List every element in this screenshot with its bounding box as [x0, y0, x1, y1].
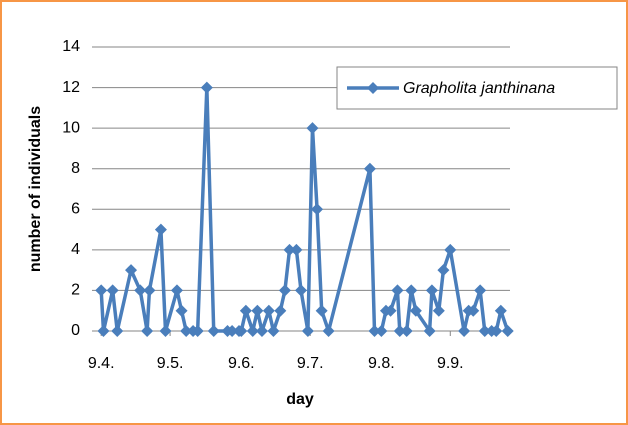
data-point [255, 325, 268, 337]
data-point [368, 325, 381, 337]
data-point [159, 325, 172, 337]
data-point [246, 325, 259, 337]
data-point [125, 264, 138, 277]
x-tick-label: 9.4. [88, 355, 115, 372]
x-tick-label: 9.6. [228, 355, 255, 372]
data-point [235, 325, 248, 337]
data-point [200, 81, 213, 94]
data-point [154, 223, 167, 236]
data-point [278, 284, 291, 297]
y-tick-label: 10 [62, 119, 80, 136]
data-point [180, 325, 193, 337]
legend-marker [367, 82, 379, 94]
data-point [423, 325, 436, 337]
data-point [363, 162, 376, 175]
data-point [425, 284, 438, 297]
data-point [170, 284, 183, 297]
data-point [306, 122, 319, 135]
data-point [267, 325, 280, 337]
data-point [393, 325, 406, 337]
y-tick-label: 14 [62, 38, 80, 55]
data-point [290, 243, 303, 256]
legend-label: Grapholita janthinana [403, 80, 555, 97]
data-point [437, 264, 450, 277]
data-point [239, 304, 252, 317]
data-point [97, 325, 110, 337]
data-point [409, 304, 422, 317]
data-point [262, 304, 275, 317]
data-point [175, 304, 188, 317]
data-point [400, 325, 413, 337]
y-tick-label: 12 [62, 79, 80, 96]
data-point [95, 284, 108, 297]
data-point [432, 304, 445, 317]
x-axis-label: day [286, 391, 314, 408]
data-point [295, 284, 307, 297]
data-point [141, 325, 154, 337]
data-point [375, 325, 388, 337]
data-point [311, 203, 324, 216]
data-point [494, 304, 507, 317]
data-point [501, 325, 514, 337]
data-point [134, 284, 147, 297]
data-point [301, 325, 314, 337]
y-tick-label: 8 [71, 160, 80, 177]
x-tick-label: 9.8. [368, 355, 395, 372]
data-point [405, 284, 418, 297]
x-tick-label: 9.7. [297, 355, 324, 372]
data-point [106, 284, 119, 297]
data-point [444, 243, 457, 256]
data-point [458, 325, 471, 337]
data-point [251, 304, 264, 317]
data-point [274, 304, 287, 317]
data-point [467, 304, 480, 317]
data-point [207, 325, 220, 337]
y-tick-label: 4 [71, 241, 80, 258]
data-point [322, 325, 335, 337]
x-tick-label: 9.9. [437, 355, 464, 372]
data-point [478, 325, 491, 337]
y-tick-label: 0 [71, 322, 80, 339]
y-tick-label: 2 [71, 282, 80, 299]
data-point [391, 284, 404, 297]
data-point [226, 325, 239, 337]
data-point [490, 325, 503, 337]
data-point [474, 284, 487, 297]
y-axis-label: number of individuals [27, 106, 44, 272]
data-point [283, 243, 296, 256]
data-point [191, 325, 204, 337]
x-tick-label: 9.5. [157, 355, 184, 372]
data-point [143, 284, 156, 297]
data-point [111, 325, 124, 337]
data-point [315, 304, 328, 317]
y-tick-label: 6 [71, 201, 80, 218]
data-point [384, 304, 397, 317]
